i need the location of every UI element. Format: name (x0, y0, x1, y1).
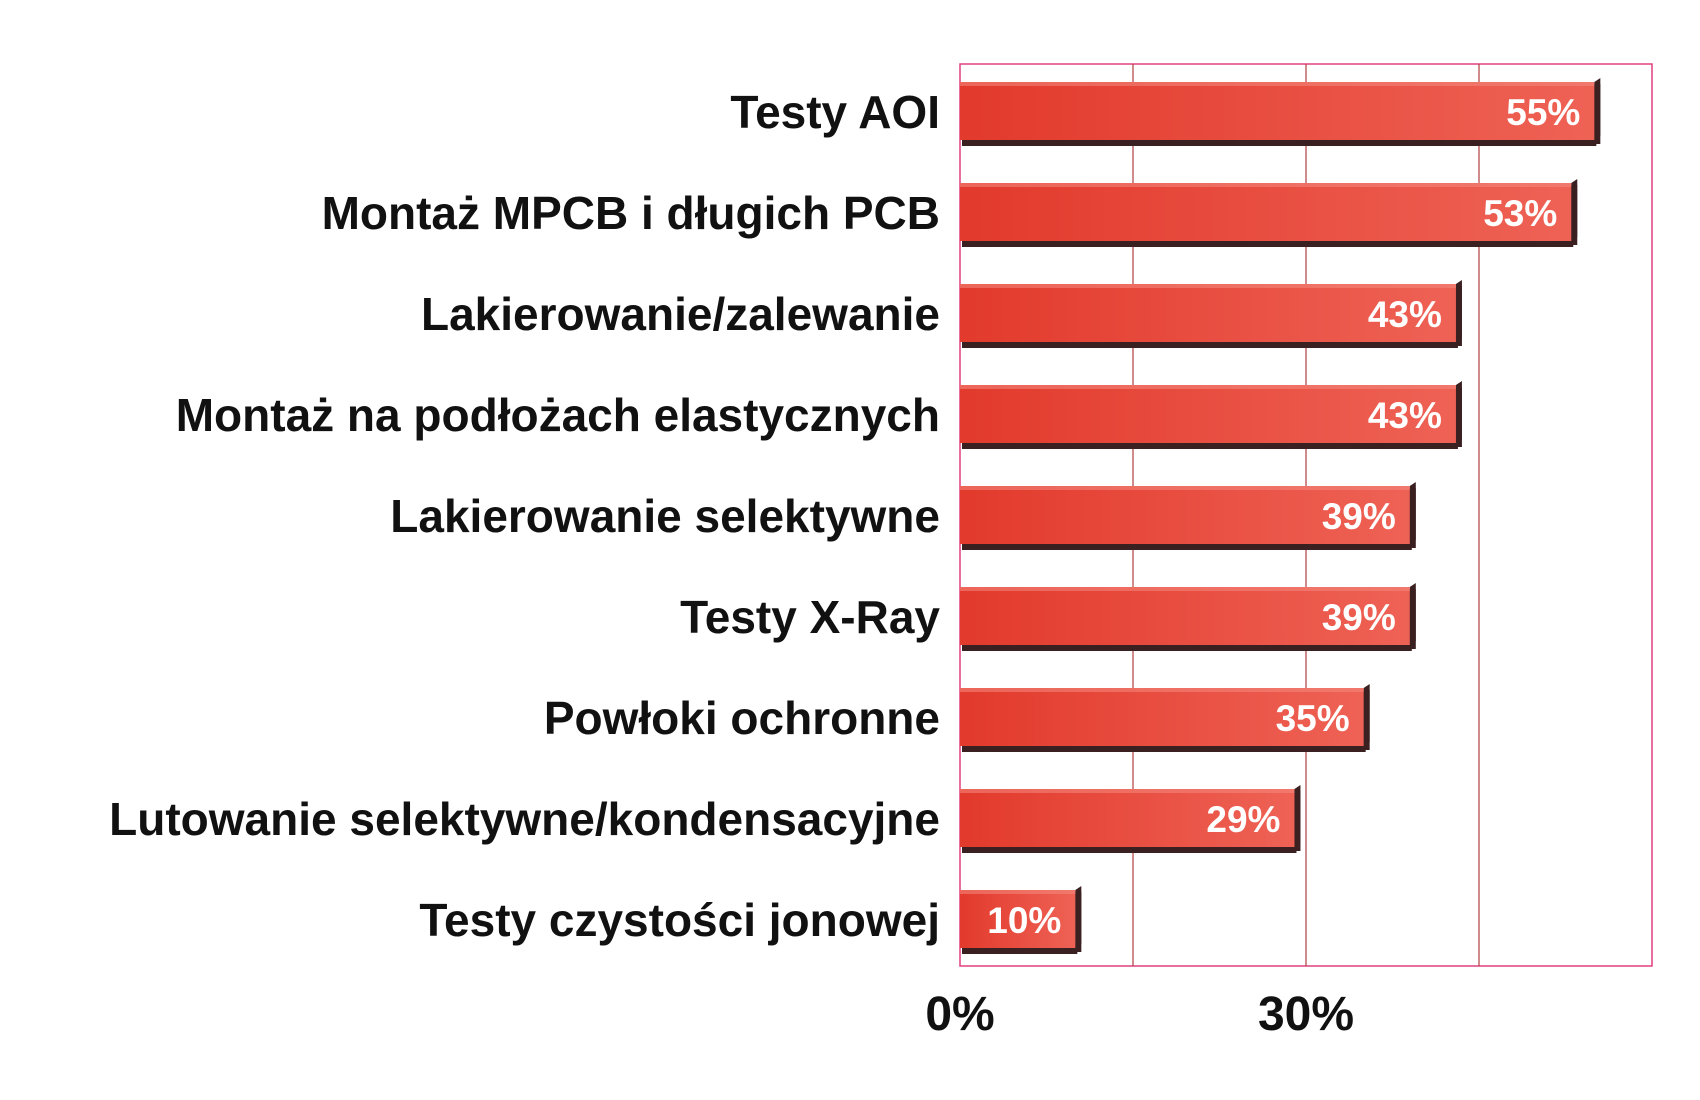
bar (960, 486, 1410, 544)
bar-shadow-bottom (962, 847, 1297, 853)
category-label: Powłoki ochronne (544, 692, 940, 744)
bar-shadow-side (1453, 286, 1462, 346)
bar (960, 385, 1456, 443)
x-tick-label: 0% (925, 988, 994, 1041)
bar-shadow-bottom (962, 443, 1458, 449)
bar-value-label: 55% (1506, 92, 1580, 133)
bar-value-label: 39% (1322, 496, 1396, 537)
bar-shadow-bottom (962, 645, 1412, 651)
bar-shadow-bottom (962, 544, 1412, 550)
bar (960, 688, 1364, 746)
category-label: Montaż MPCB i długich PCB (322, 187, 940, 239)
category-label: Lakierowanie/zalewanie (421, 288, 940, 340)
bar-value-label: 29% (1206, 799, 1280, 840)
bar (960, 183, 1572, 241)
bar-highlight (960, 183, 1572, 187)
bar (960, 82, 1595, 140)
category-label: Lakierowanie selektywne (390, 490, 940, 542)
bar-value-label: 43% (1368, 294, 1442, 335)
bar-highlight (960, 385, 1456, 389)
category-label: Testy X-Ray (680, 591, 940, 643)
bar-shadow-side (1292, 791, 1301, 851)
bar-highlight (960, 688, 1364, 692)
labels-layer: 55% Testy AOI 53% Montaż MPCB i długich PCB… (109, 86, 1580, 946)
bar-group (960, 785, 1301, 853)
category-label: Montaż na podłożach elastycznych (176, 389, 940, 441)
bar (960, 789, 1295, 847)
bar-group (960, 78, 1601, 146)
bar-value-label: 53% (1483, 193, 1557, 234)
bar-group (960, 381, 1462, 449)
bar-shadow-side (1361, 690, 1370, 750)
bar-group (960, 482, 1416, 550)
bar-group (960, 179, 1578, 247)
category-label: Testy czystości jonowej (419, 894, 940, 946)
bar-shadow-side (1592, 84, 1601, 144)
bar-value-label: 39% (1322, 597, 1396, 638)
bar-shadow-side (1569, 185, 1578, 245)
bar-highlight (960, 486, 1410, 490)
bar-group (960, 280, 1462, 348)
bar-value-label: 43% (1368, 395, 1442, 436)
bar-highlight (960, 82, 1595, 86)
bar-shadow-bottom (962, 948, 1078, 954)
bars-layer (960, 78, 1601, 954)
x-tick-label: 30% (1258, 988, 1354, 1041)
bar-shadow-side (1407, 589, 1416, 649)
bar (960, 890, 1076, 948)
bar-value-label: 10% (987, 900, 1061, 941)
bar-highlight (960, 284, 1456, 288)
bar-shadow-side (1073, 892, 1082, 952)
bar-highlight (960, 587, 1410, 591)
bar-shadow-side (1407, 488, 1416, 548)
bar-value-label: 35% (1276, 698, 1350, 739)
bar-shadow-bottom (962, 140, 1597, 146)
bar (960, 284, 1456, 342)
bar (960, 587, 1410, 645)
bar-group (960, 886, 1082, 954)
bar-shadow-side (1453, 387, 1462, 447)
category-label: Testy AOI (730, 86, 940, 138)
bar-group (960, 583, 1416, 651)
category-label: Lutowanie selektywne/kondensacyjne (109, 793, 940, 845)
x-axis-ticks: 0% 30% (925, 988, 1354, 1041)
bar-shadow-bottom (962, 342, 1458, 348)
bar-highlight (960, 890, 1076, 894)
bar-shadow-bottom (962, 746, 1366, 752)
bar-shadow-bottom (962, 241, 1574, 247)
bar-highlight (960, 789, 1295, 793)
bar-group (960, 684, 1370, 752)
